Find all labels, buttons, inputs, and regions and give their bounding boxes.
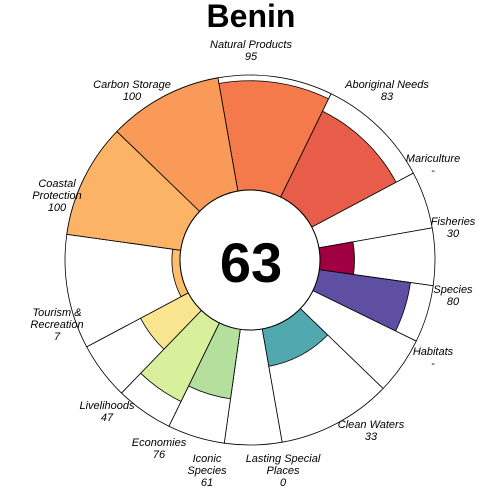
label-lasting-special-places: Lasting Special Places 0 <box>246 453 321 489</box>
label-economies: Economies 76 <box>132 437 187 461</box>
label-habitats: Habitats - <box>413 346 454 370</box>
overall-score: 63 <box>220 231 282 294</box>
label-fisheries: Fisheries 30 <box>431 216 476 240</box>
label-coastal-protection: Coastal Protection 100 <box>32 178 82 214</box>
label-tourism-recreation: Tourism & Recreation 7 <box>30 307 83 343</box>
chart-title: Benin <box>207 0 296 34</box>
label-aboriginal-needs: Aboriginal Needs 83 <box>344 79 429 103</box>
label-iconic-species: Iconic Species 61 <box>187 453 227 489</box>
label-species: Species 80 <box>433 284 473 308</box>
label-livelihoods: Livelihoods 47 <box>79 400 135 424</box>
label-natural-products: Natural Products 95 <box>210 39 292 63</box>
label-carbon-storage: Carbon Storage 100 <box>93 79 171 103</box>
label-clean-waters: Clean Waters 33 <box>338 419 405 443</box>
label-mariculture: Mariculture - <box>406 153 460 177</box>
petal-labels: Natural Products 95 Aboriginal Needs 83 Mari… <box>30 39 475 489</box>
center-disc <box>179 189 321 331</box>
petals <box>64 74 436 446</box>
petal-fisheries <box>318 241 355 275</box>
